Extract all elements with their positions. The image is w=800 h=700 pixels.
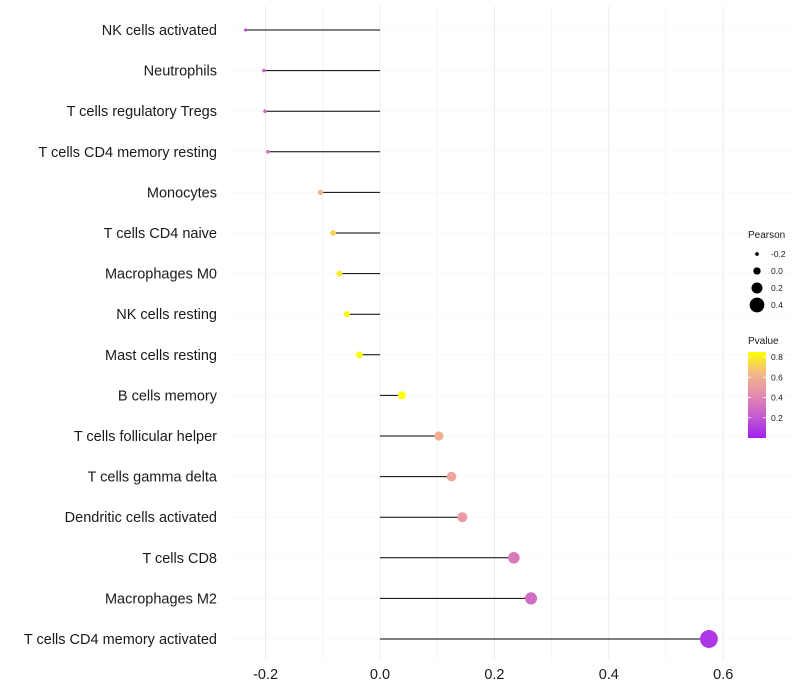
x-tick-label: 0.6 [713, 667, 733, 683]
data-point [263, 109, 267, 114]
x-axis-ticks: -0.2 0.0 0.2 0.4 0.6 [253, 667, 733, 683]
size-legend-key [749, 297, 765, 313]
data-point [446, 471, 457, 482]
size-legend-items: -0.2 0.0 0.2 0.4 [749, 249, 786, 313]
data-point [508, 551, 520, 564]
x-tick-label: -0.2 [253, 667, 278, 683]
data-point [343, 311, 350, 318]
pvalue-colorbar [748, 352, 766, 438]
data-point [330, 230, 337, 236]
x-tick-label: 0.0 [370, 667, 390, 683]
color-legend-label: 0.2 [771, 413, 783, 423]
data-point [266, 149, 270, 154]
category-label: T cells CD4 memory resting [38, 145, 217, 161]
category-label: NK cells activated [102, 23, 217, 39]
category-label: Macrophages M2 [105, 591, 217, 607]
data-point [434, 431, 444, 441]
x-tick-label: 0.4 [599, 667, 619, 683]
data-point [699, 630, 718, 648]
size-legend-title: Pearson [748, 230, 785, 241]
stems [245, 29, 709, 640]
color-legend-title: Pvalue [748, 336, 779, 347]
data-point [356, 351, 363, 359]
x-tick-label: 0.2 [484, 667, 504, 683]
category-label: T cells CD4 naive [104, 226, 217, 242]
data-point [244, 28, 248, 32]
category-label: T cells follicular helper [74, 429, 217, 445]
category-labels: NK cells activated Neutrophils T cells reg… [24, 23, 218, 648]
category-label: Monocytes [147, 185, 217, 201]
color-legend-label: 0.4 [771, 393, 783, 403]
size-legend-label: -0.2 [771, 249, 786, 259]
size-legend-label: 0.0 [771, 266, 783, 276]
points [244, 28, 718, 648]
color-legend-label: 0.6 [771, 372, 783, 382]
legend: Pearson -0.20.00.20.4 Pvalue 0.20.40.60.… [748, 230, 786, 438]
size-legend-key [755, 252, 759, 256]
category-label: Mast cells resting [105, 348, 217, 364]
category-label: T cells regulatory Tregs [67, 104, 217, 120]
category-label: Neutrophils [144, 64, 217, 80]
category-label: NK cells resting [116, 307, 217, 323]
data-point [457, 512, 468, 523]
category-label: T cells gamma delta [88, 470, 218, 486]
data-point [317, 189, 324, 196]
category-label: Dendritic cells activated [65, 510, 217, 526]
category-label: Macrophages M0 [105, 267, 217, 283]
data-point [397, 391, 406, 400]
data-point [336, 270, 343, 277]
color-legend-ticks: 0.2 0.4 0.6 0.8 [748, 352, 783, 423]
category-label: T cells CD8 [142, 551, 217, 567]
category-label: B cells memory [118, 388, 218, 404]
size-legend-key [751, 282, 763, 294]
size-legend-label: 0.2 [771, 283, 783, 293]
color-legend-label: 0.8 [771, 352, 783, 362]
data-point [262, 68, 266, 73]
size-legend-label: 0.4 [771, 300, 783, 310]
data-point [524, 592, 538, 605]
category-label: T cells CD4 memory activated [24, 632, 217, 648]
size-legend-key [753, 267, 761, 275]
